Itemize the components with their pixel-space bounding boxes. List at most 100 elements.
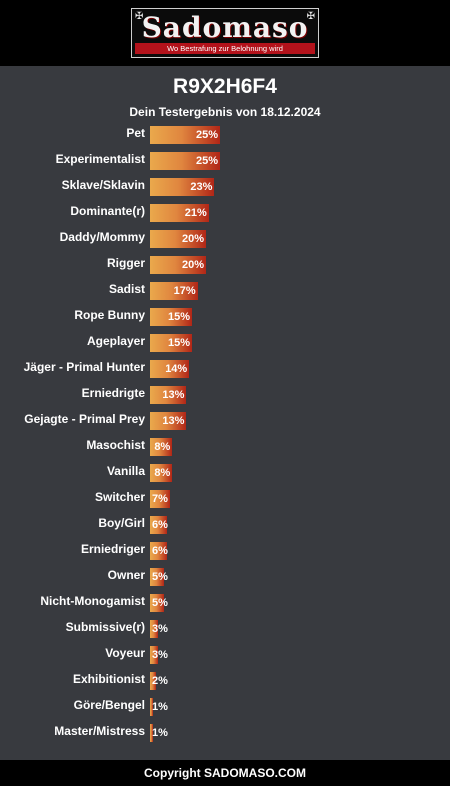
- chart-row: Master/Mistress 1%: [0, 722, 450, 742]
- bar: [150, 204, 209, 222]
- cross-icon: ✠: [306, 11, 315, 22]
- bar: [150, 464, 173, 482]
- category-label: Experimentalist: [55, 152, 145, 166]
- chart-row: Jäger - Primal Hunter 14%: [0, 358, 450, 378]
- category-label: Pet: [126, 126, 145, 140]
- chart-row: Ageplayer 15%: [0, 332, 450, 352]
- bar-value-label: 6%: [152, 545, 168, 557]
- category-label: Exhibitionist: [73, 672, 145, 686]
- bar-value-label: 7%: [152, 493, 168, 505]
- bar: [150, 256, 206, 274]
- bar-value-label: 13%: [162, 389, 185, 401]
- bar: [150, 230, 206, 248]
- bar-value-label: 21%: [184, 207, 207, 219]
- category-label: Rigger: [106, 256, 145, 270]
- chart-row: Rigger 20%: [0, 254, 450, 274]
- bar-value-label: 1%: [152, 701, 168, 713]
- category-label: Erniedriger: [80, 542, 145, 556]
- chart-row: Rope Bunny 15%: [0, 306, 450, 326]
- category-label: Nicht-Monogamist: [40, 594, 145, 608]
- bar-value-label: 20%: [182, 233, 205, 245]
- bar-value-label: 1%: [152, 727, 168, 739]
- bar-value-label: 5%: [152, 571, 168, 583]
- category-label: Masochist: [86, 438, 145, 452]
- chart-row: Owner 5%: [0, 566, 450, 586]
- logo-text: Sadomaso: [141, 11, 309, 44]
- cross-icon: ✠: [135, 11, 144, 22]
- bar-value-label: 20%: [182, 259, 205, 271]
- chart-row: Boy/Girl 6%: [0, 514, 450, 534]
- bar-value-label: 8%: [154, 441, 171, 453]
- site-header: ✠ ✠ Sadomaso Wo Bestrafung zur Belohnung…: [0, 0, 450, 66]
- chart-row: Nicht-Monogamist 5%: [0, 592, 450, 612]
- bar-value-label: 17%: [173, 285, 196, 297]
- category-label: Owner: [107, 568, 145, 582]
- category-label: Jäger - Primal Hunter: [23, 360, 145, 374]
- bar-value-label: 2%: [152, 675, 168, 687]
- footer-copyright: Copyright SADOMASO.COM: [0, 760, 450, 786]
- bar-value-label: 3%: [152, 623, 168, 635]
- chart-row: Voyeur 3%: [0, 644, 450, 664]
- category-label: Daddy/Mommy: [59, 230, 145, 244]
- result-subtitle: Dein Testergebnis von 18.12.2024: [129, 105, 321, 119]
- chart-row: Exhibitionist 2%: [0, 670, 450, 690]
- bar: [150, 386, 187, 404]
- bar: [150, 698, 153, 716]
- bar: [150, 178, 215, 196]
- bar: [150, 412, 187, 430]
- category-label: Switcher: [94, 490, 145, 504]
- bar-value-label: 15%: [168, 311, 191, 323]
- bar: [150, 308, 192, 326]
- chart-row: Erniedrigte 13%: [0, 384, 450, 404]
- chart-row: Göre/Bengel 1%: [0, 696, 450, 716]
- bar: [150, 594, 164, 612]
- category-label: Sklave/Sklavin: [61, 178, 145, 192]
- bar: [150, 646, 159, 664]
- site-logo[interactable]: ✠ ✠ Sadomaso Wo Bestrafung zur Belohnung…: [131, 8, 319, 58]
- result-code: R9X2H6F4: [173, 75, 277, 98]
- chart-row: Sklave/Sklavin 23%: [0, 176, 450, 196]
- bar: [150, 516, 167, 534]
- bar: [150, 568, 164, 586]
- bar: [150, 126, 220, 144]
- bar: [150, 620, 159, 638]
- chart-row: Sadist 17%: [0, 280, 450, 300]
- category-label: Master/Mistress: [54, 724, 145, 738]
- category-label: Boy/Girl: [98, 516, 145, 530]
- chart-row: Switcher 7%: [0, 488, 450, 508]
- category-label: Ageplayer: [86, 334, 145, 348]
- bar-value-label: 23%: [190, 181, 213, 193]
- bar-value-label: 14%: [165, 363, 188, 375]
- bar-value-label: 5%: [152, 597, 168, 609]
- bar: [150, 490, 170, 508]
- bar: [150, 672, 156, 690]
- bar-value-label: 15%: [168, 337, 191, 349]
- chart-row: Pet 25%: [0, 124, 450, 144]
- category-label: Vanilla: [106, 464, 145, 478]
- logo-tagline: Wo Bestrafung zur Belohnung wird: [135, 43, 315, 54]
- category-label: Voyeur: [105, 646, 145, 660]
- category-label: Erniedrigte: [81, 386, 145, 400]
- chart-row: Daddy/Mommy 20%: [0, 228, 450, 248]
- chart-row: Masochist 8%: [0, 436, 450, 456]
- chart-row: Vanilla 8%: [0, 462, 450, 482]
- bar: [150, 282, 198, 300]
- chart-row: Dominante(r) 21%: [0, 202, 450, 222]
- category-label: Submissive(r): [65, 620, 145, 634]
- chart-row: Gejagte - Primal Prey 13%: [0, 410, 450, 430]
- bar: [150, 334, 192, 352]
- chart-row: Experimentalist 25%: [0, 150, 450, 170]
- bar: [150, 438, 173, 456]
- bar: [150, 360, 190, 378]
- category-label: Göre/Bengel: [73, 698, 145, 712]
- result-bar-chart: Pet 25% Experimentalist 25% Sklave/Sklavin 23…: [0, 124, 450, 750]
- bar-value-label: 13%: [162, 415, 185, 427]
- bar-value-label: 25%: [196, 129, 219, 141]
- chart-row: Submissive(r) 3%: [0, 618, 450, 638]
- bar-value-label: 3%: [152, 649, 168, 661]
- category-label: Gejagte - Primal Prey: [24, 412, 145, 426]
- bar-value-label: 25%: [196, 155, 219, 167]
- bar: [150, 542, 167, 560]
- bar: [150, 152, 220, 170]
- chart-row: Erniedriger 6%: [0, 540, 450, 560]
